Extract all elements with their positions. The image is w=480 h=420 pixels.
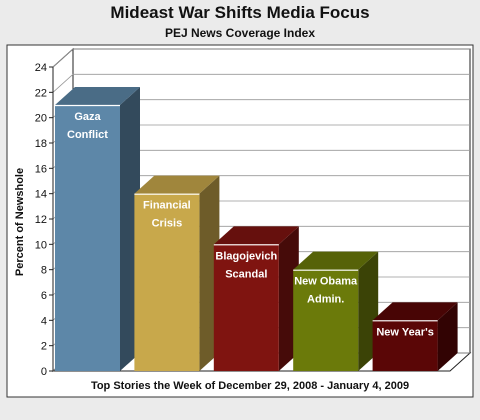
bar-group: New Obama Admin. — [293, 251, 379, 371]
bars: Gaza Conflict Financial Crisis Blagojevich Sc… — [55, 87, 458, 371]
grid-line — [52, 73, 470, 93]
chart-subtitle: PEJ News Coverage Index — [164, 26, 316, 40]
bar-category-label: Gaza — [74, 111, 101, 123]
bar — [293, 269, 359, 371]
bar-top — [55, 87, 140, 105]
y-tick-label: 14 — [35, 189, 47, 201]
y-tick-label: 6 — [41, 290, 47, 302]
bar-category-label: Crisis — [152, 218, 183, 230]
bar-category-label: Financial — [143, 200, 191, 212]
bar — [213, 244, 279, 371]
bar-top — [372, 302, 458, 321]
bar-top — [134, 175, 220, 194]
y-tick-label: 22 — [35, 87, 47, 99]
bar-category-label: Scandal — [225, 268, 267, 280]
y-tick-label: 8 — [41, 265, 47, 277]
bar — [372, 320, 438, 371]
bar-category-label: Blagojevich — [215, 250, 277, 262]
y-tick-label: 4 — [41, 315, 47, 327]
chart-title: Mideast War Shifts Media Focus — [110, 3, 370, 22]
x-axis-label: Top Stories the Week of December 29, 200… — [91, 380, 409, 392]
bar-top — [293, 251, 379, 270]
bar-side — [437, 302, 458, 371]
y-tick-label: 12 — [35, 214, 47, 226]
bar-group: New Year's — [372, 302, 458, 371]
bar-category-label: New Year's — [376, 326, 433, 338]
y-tick-label: 18 — [35, 138, 47, 150]
bar — [134, 193, 200, 371]
y-tick-label: 10 — [35, 239, 47, 251]
grid-line — [52, 48, 470, 68]
bar-category-label: Admin. — [307, 294, 344, 306]
y-axis-label: Percent of Newshole — [14, 168, 26, 276]
bar-group: Blagojevich Scandal — [213, 226, 299, 371]
y-tick-label: 2 — [41, 341, 47, 353]
bar-group: Financial Crisis — [134, 175, 220, 371]
bar — [55, 105, 120, 371]
bar-category-label: New Obama — [294, 276, 358, 288]
bar-top — [213, 226, 299, 245]
y-tick-label: 0 — [41, 366, 47, 378]
y-tick-label: 16 — [35, 163, 47, 175]
y-tick-label: 24 — [35, 62, 47, 74]
y-tick-label: 20 — [35, 113, 47, 125]
bar-group: Gaza Conflict — [55, 87, 140, 371]
bar-category-label: Conflict — [67, 129, 108, 141]
